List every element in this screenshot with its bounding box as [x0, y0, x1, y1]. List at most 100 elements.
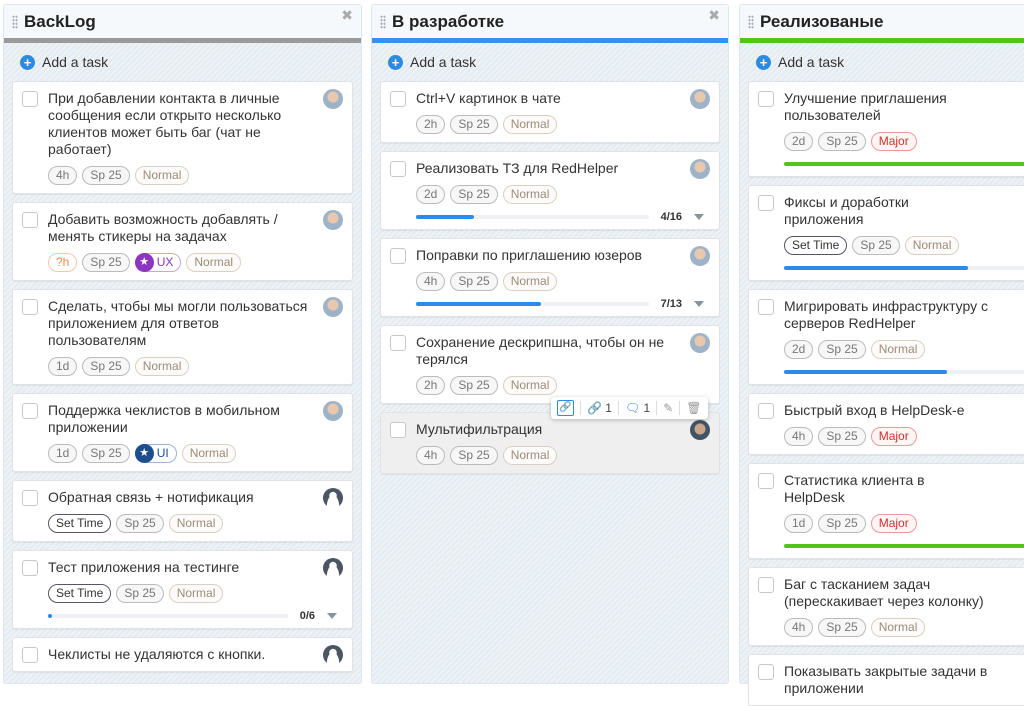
- tag-estimate[interactable]: 2h: [416, 115, 446, 134]
- expand-checklist-icon[interactable]: [694, 301, 704, 307]
- task-checkbox[interactable]: [22, 490, 38, 506]
- close-icon[interactable]: ✖: [708, 7, 720, 23]
- tag-norm[interactable]: Normal: [181, 444, 237, 463]
- task-card[interactable]: Улучшение приглашения пользователей 2d Sp …: [748, 81, 1024, 177]
- tag-estimate[interactable]: Sp 25: [450, 272, 498, 291]
- expand-checklist-icon[interactable]: [327, 613, 337, 619]
- tag-norm[interactable]: Normal: [502, 446, 558, 465]
- tag-norm[interactable]: Normal: [904, 236, 960, 255]
- trash-icon[interactable]: 🗑: [686, 401, 702, 415]
- add-task-button[interactable]: + Add a task: [372, 43, 728, 81]
- task-card[interactable]: Фиксы и доработки приложения Set Time Sp 2…: [748, 185, 1024, 281]
- task-checkbox[interactable]: [758, 299, 774, 315]
- task-card[interactable]: Быстрый вход в HelpDesk-е 4h Sp 25 Major: [748, 393, 1024, 455]
- task-checkbox[interactable]: [22, 212, 38, 228]
- task-checkbox[interactable]: [758, 577, 774, 593]
- task-checkbox[interactable]: [758, 664, 774, 680]
- tag-estimate[interactable]: 4h: [416, 446, 446, 465]
- tag-estimate[interactable]: 1d: [48, 357, 78, 376]
- tag-norm[interactable]: Normal: [870, 618, 926, 637]
- tag-estimate[interactable]: 2d: [416, 185, 446, 204]
- task-card[interactable]: Статистика клиента в HelpDesk 1d Sp 25 Majo…: [748, 463, 1024, 559]
- task-card[interactable]: Ctrl+V картинок в чате 2h Sp 25 Normal: [380, 81, 720, 143]
- tag-estimate[interactable]: Sp 25: [82, 357, 130, 376]
- tag-norm[interactable]: Normal: [168, 584, 224, 603]
- task-card[interactable]: Поддержка чеклистов в мобильном приложен…: [12, 393, 353, 472]
- drag-handle-icon[interactable]: [380, 14, 386, 29]
- task-card[interactable]: При добавлении контакта в личные сообщен…: [12, 81, 353, 194]
- add-task-button[interactable]: + Add a task: [740, 43, 1024, 81]
- tag-norm[interactable]: Normal: [168, 514, 224, 533]
- tag-qh[interactable]: ?h: [48, 253, 78, 272]
- tag-norm[interactable]: Normal: [870, 340, 926, 359]
- task-checkbox[interactable]: [758, 91, 774, 107]
- task-card[interactable]: Сделать, чтобы мы могли пользоваться при…: [12, 289, 353, 385]
- task-checkbox[interactable]: [390, 91, 406, 107]
- tag-estimate[interactable]: Sp 25: [450, 115, 498, 134]
- task-card[interactable]: Поправки по приглашению юзеров 4h Sp 25 Nor…: [380, 238, 720, 317]
- tag-estimate[interactable]: 2d: [784, 340, 814, 359]
- tag-estimate[interactable]: Sp 25: [116, 514, 164, 533]
- user-icon[interactable]: [323, 488, 343, 508]
- task-card[interactable]: Реализовать ТЗ для RedHelper 2d Sp 25 Norma…: [380, 151, 720, 230]
- avatar[interactable]: [690, 420, 710, 440]
- comments-button[interactable]: 🗨 1: [624, 401, 651, 415]
- tag-estimate[interactable]: Sp 25: [818, 514, 866, 533]
- tag-estimate[interactable]: Sp 25: [818, 132, 866, 151]
- tag-estimate[interactable]: Sp 25: [852, 236, 900, 255]
- tag-estimate[interactable]: Sp 25: [450, 446, 498, 465]
- task-checkbox[interactable]: [22, 560, 38, 576]
- tag-set[interactable]: Set Time: [784, 236, 848, 255]
- tag-estimate[interactable]: Sp 25: [818, 618, 866, 637]
- tag-estimate[interactable]: 4h: [784, 427, 814, 446]
- task-card[interactable]: Чеклисты не удаляются с кнопки.: [12, 637, 353, 672]
- task-card[interactable]: Показывать закрытые задачи в приложении: [748, 654, 1024, 706]
- tag-estimate[interactable]: Sp 25: [450, 185, 498, 204]
- tag-estimate[interactable]: 2d: [784, 132, 814, 151]
- task-checkbox[interactable]: [22, 91, 38, 107]
- task-checkbox[interactable]: [758, 403, 774, 419]
- tag-norm[interactable]: Normal: [502, 376, 558, 395]
- task-card[interactable]: Обратная связь + нотификация Set Time Sp 2…: [12, 480, 353, 542]
- tag-norm[interactable]: Normal: [134, 357, 190, 376]
- avatar[interactable]: [323, 89, 343, 109]
- avatar[interactable]: [323, 210, 343, 230]
- task-checkbox[interactable]: [390, 161, 406, 177]
- attachments-button[interactable]: 🔗 1: [587, 401, 612, 415]
- tag-norm[interactable]: Normal: [502, 272, 558, 291]
- task-card[interactable]: Добавить возможность добавлять / менять …: [12, 202, 353, 281]
- tag-estimate[interactable]: Sp 25: [82, 253, 130, 272]
- task-checkbox[interactable]: [22, 403, 38, 419]
- avatar[interactable]: [323, 401, 343, 421]
- task-checkbox[interactable]: [390, 248, 406, 264]
- task-checkbox[interactable]: [758, 195, 774, 211]
- tag-set[interactable]: Set Time: [48, 584, 112, 603]
- task-checkbox[interactable]: [390, 422, 406, 438]
- user-icon[interactable]: [323, 558, 343, 578]
- avatar[interactable]: [690, 246, 710, 266]
- drag-handle-icon[interactable]: [12, 14, 18, 29]
- drag-handle-icon[interactable]: [748, 14, 754, 29]
- tag-estimate[interactable]: Sp 25: [818, 427, 866, 446]
- tag-estimate[interactable]: Sp 25: [116, 584, 164, 603]
- avatar[interactable]: [690, 89, 710, 109]
- tag-norm[interactable]: Normal: [134, 166, 190, 185]
- avatar[interactable]: [323, 297, 343, 317]
- task-checkbox[interactable]: [390, 335, 406, 351]
- tag-estimate[interactable]: 4h: [784, 618, 814, 637]
- tag-major[interactable]: Major: [870, 132, 917, 151]
- task-checkbox[interactable]: [22, 647, 38, 663]
- task-checkbox[interactable]: [758, 473, 774, 489]
- tag-estimate[interactable]: 2h: [416, 376, 446, 395]
- tag-set[interactable]: Set Time: [48, 514, 112, 533]
- avatar[interactable]: [690, 159, 710, 179]
- task-card[interactable]: Мигрировать инфраструктуру с серверов Re…: [748, 289, 1024, 385]
- task-card[interactable]: Баг с тасканием задач (перескакивает чер…: [748, 567, 1024, 646]
- tag-major[interactable]: Major: [870, 427, 917, 446]
- tag-estimate[interactable]: Sp 25: [82, 444, 130, 463]
- tag-norm[interactable]: Normal: [502, 185, 558, 204]
- tag-ux[interactable]: ★ UX: [134, 252, 182, 272]
- task-checkbox[interactable]: [22, 299, 38, 315]
- task-card[interactable]: Тест приложения на тестинге Set Time Sp 25…: [12, 550, 353, 629]
- expand-checklist-icon[interactable]: [694, 214, 704, 220]
